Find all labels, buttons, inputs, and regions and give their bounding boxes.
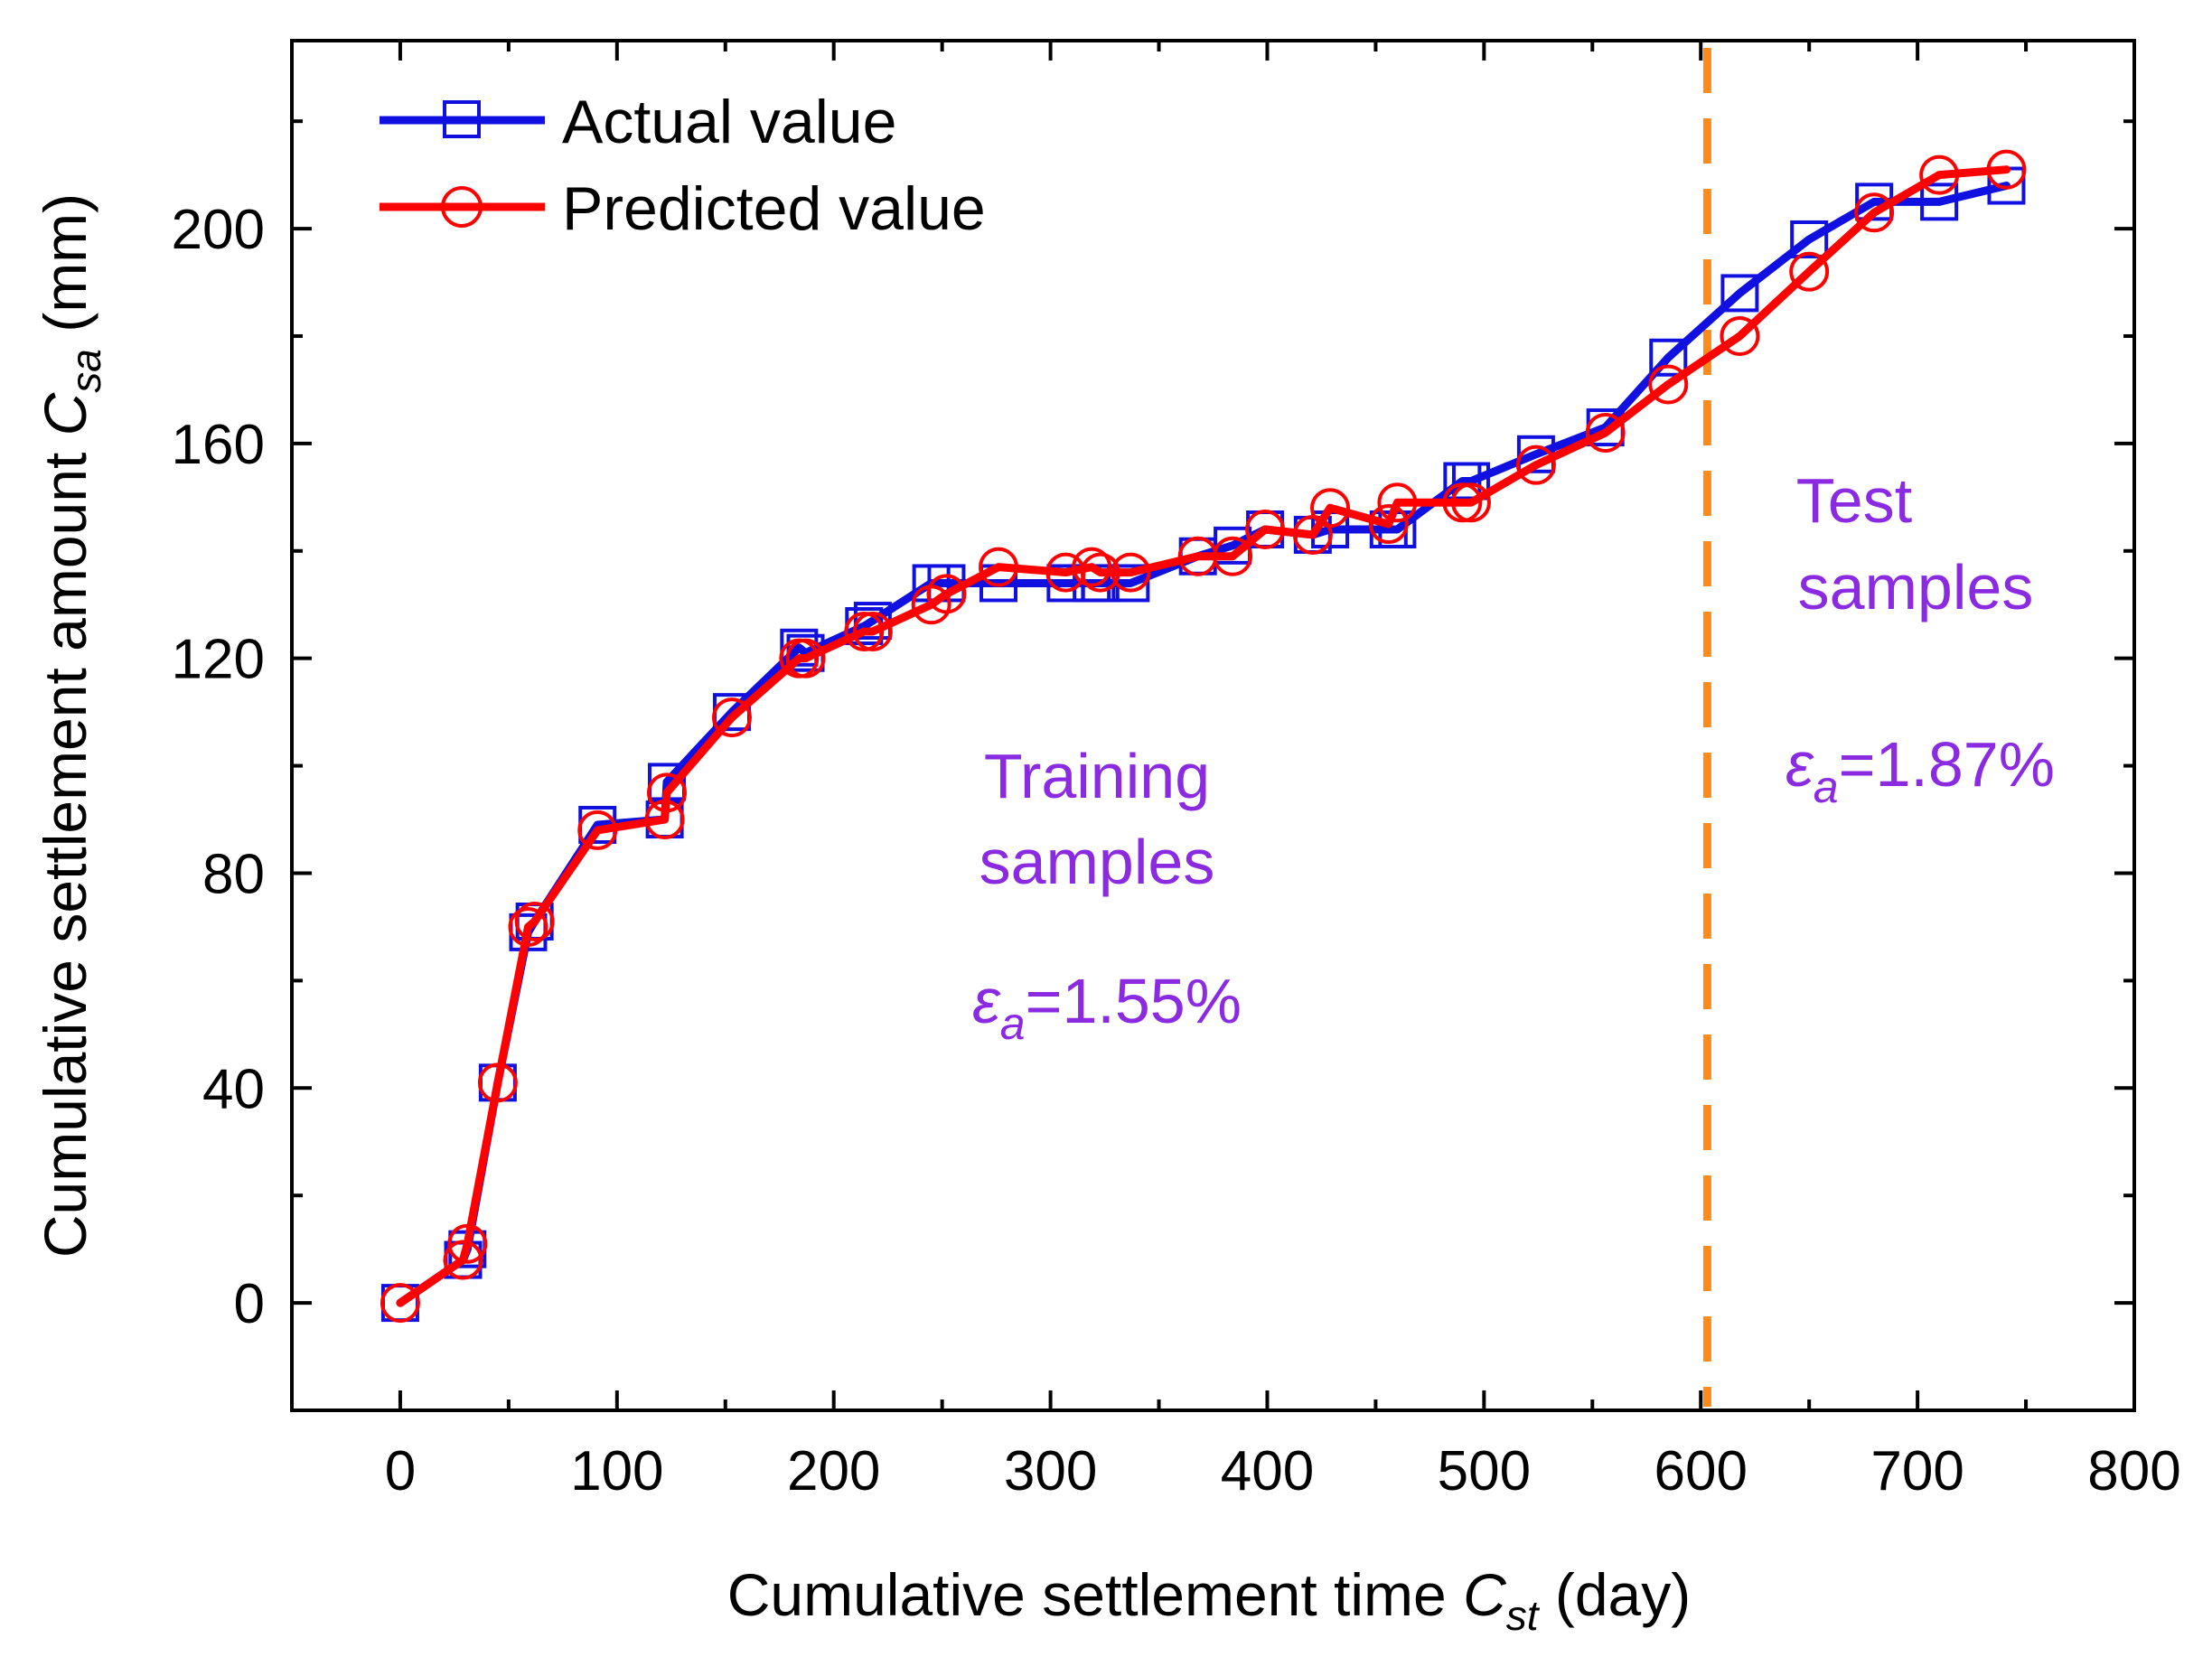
actual-data-point — [1720, 274, 1759, 313]
annotation-test-error: εa=1.87% — [1786, 729, 2055, 812]
y-tick-label: 0 — [234, 1273, 265, 1335]
predicted-data-point — [1986, 149, 2027, 190]
x-axis-ticks — [290, 41, 2136, 1410]
legend-actual-label: Actual value — [562, 88, 896, 156]
x-tick-label: 600 — [1654, 1440, 1748, 1502]
predicted-data-point — [477, 1062, 518, 1103]
predicted-data-point — [1450, 482, 1491, 523]
legend-predicted-label: Predicted value — [562, 174, 986, 243]
predicted-data-point — [1213, 536, 1253, 576]
legend-actual-marker — [443, 100, 481, 138]
x-tick-label: 500 — [1438, 1440, 1531, 1502]
x-axis-title: Cumulative settlement time Cst (day) — [727, 1561, 1691, 1639]
annotation-training: Training samples εa=1.55% — [972, 741, 1242, 1049]
predicted-data-point — [1919, 154, 1960, 195]
predicted-data-point — [711, 697, 752, 738]
actual-data-point — [780, 628, 819, 667]
predicted-data-point — [1789, 251, 1830, 292]
series-predicted-value — [380, 149, 2027, 1324]
predicted-data-point — [979, 547, 1019, 587]
predicted-data-point — [1377, 482, 1418, 523]
predicted-data-point — [785, 638, 826, 679]
legend: Actual value Predicted value — [380, 88, 986, 243]
x-tick-label: 400 — [1221, 1440, 1314, 1502]
actual-data-point — [1649, 338, 1688, 377]
y-axis-ticks — [292, 119, 2134, 1412]
legend-predicted-marker — [441, 186, 483, 228]
x-tick-label: 800 — [2087, 1440, 2180, 1502]
x-tick-label: 300 — [1004, 1440, 1097, 1502]
predicted-data-point — [646, 772, 687, 813]
plot-frame — [290, 39, 2136, 1412]
legend-item-actual: Actual value — [380, 88, 896, 156]
x-tick-label: 100 — [570, 1440, 663, 1502]
predicted-series-line — [396, 165, 2010, 1307]
annotation-test-line2: samples — [1798, 552, 2034, 622]
predicted-data-point — [852, 611, 893, 651]
predicted-data-point — [1245, 510, 1286, 550]
x-axis-tick-labels: 0 100 200 300 400 500 600 700 800 — [385, 1440, 2181, 1502]
predicted-data-point — [1585, 412, 1626, 453]
predicted-data-point — [1368, 504, 1409, 545]
annotation-test: Test samples εa=1.87% — [1786, 465, 2055, 812]
predicted-data-point — [514, 901, 555, 941]
predicted-data-point — [1442, 482, 1483, 523]
predicted-data-point — [644, 800, 685, 840]
predicted-data-point — [926, 574, 967, 614]
y-axis-title: Cumulative settlement amount Csa (mm) — [32, 193, 109, 1258]
annotation-test-line1: Test — [1796, 465, 1912, 536]
predicted-data-point — [508, 906, 548, 947]
annotation-training-error: εa=1.55% — [972, 966, 1242, 1049]
predicted-data-point — [380, 1283, 420, 1324]
y-tick-label: 200 — [172, 199, 265, 261]
predicted-data-point — [1111, 552, 1151, 593]
predicted-data-point — [447, 1223, 488, 1264]
x-tick-label: 0 — [385, 1440, 416, 1502]
y-tick-label: 40 — [202, 1058, 265, 1120]
predicted-data-point — [1310, 488, 1351, 529]
predicted-data-point — [1720, 315, 1760, 356]
predicted-data-point — [1648, 364, 1689, 405]
legend-item-predicted: Predicted value — [380, 174, 986, 243]
predicted-data-point — [1072, 547, 1112, 587]
annotation-training-line1: Training — [984, 741, 1210, 811]
predicted-data-point — [1080, 552, 1120, 593]
predicted-data-point — [577, 810, 618, 850]
actual-data-point — [1920, 183, 1959, 221]
predicted-data-point — [443, 1240, 483, 1280]
x-tick-label: 200 — [787, 1440, 880, 1502]
y-tick-label: 160 — [172, 414, 265, 476]
actual-data-point — [1790, 220, 1829, 258]
predicted-data-point — [844, 611, 885, 651]
x-tick-label: 700 — [1870, 1440, 1964, 1502]
annotation-training-line2: samples — [979, 827, 1215, 897]
predicted-data-point — [1854, 192, 1895, 233]
y-tick-label: 120 — [172, 629, 265, 691]
y-axis-tick-labels: 0 40 80 120 160 200 — [172, 199, 265, 1335]
predicted-data-point — [1515, 445, 1556, 485]
y-tick-label: 80 — [202, 843, 265, 905]
